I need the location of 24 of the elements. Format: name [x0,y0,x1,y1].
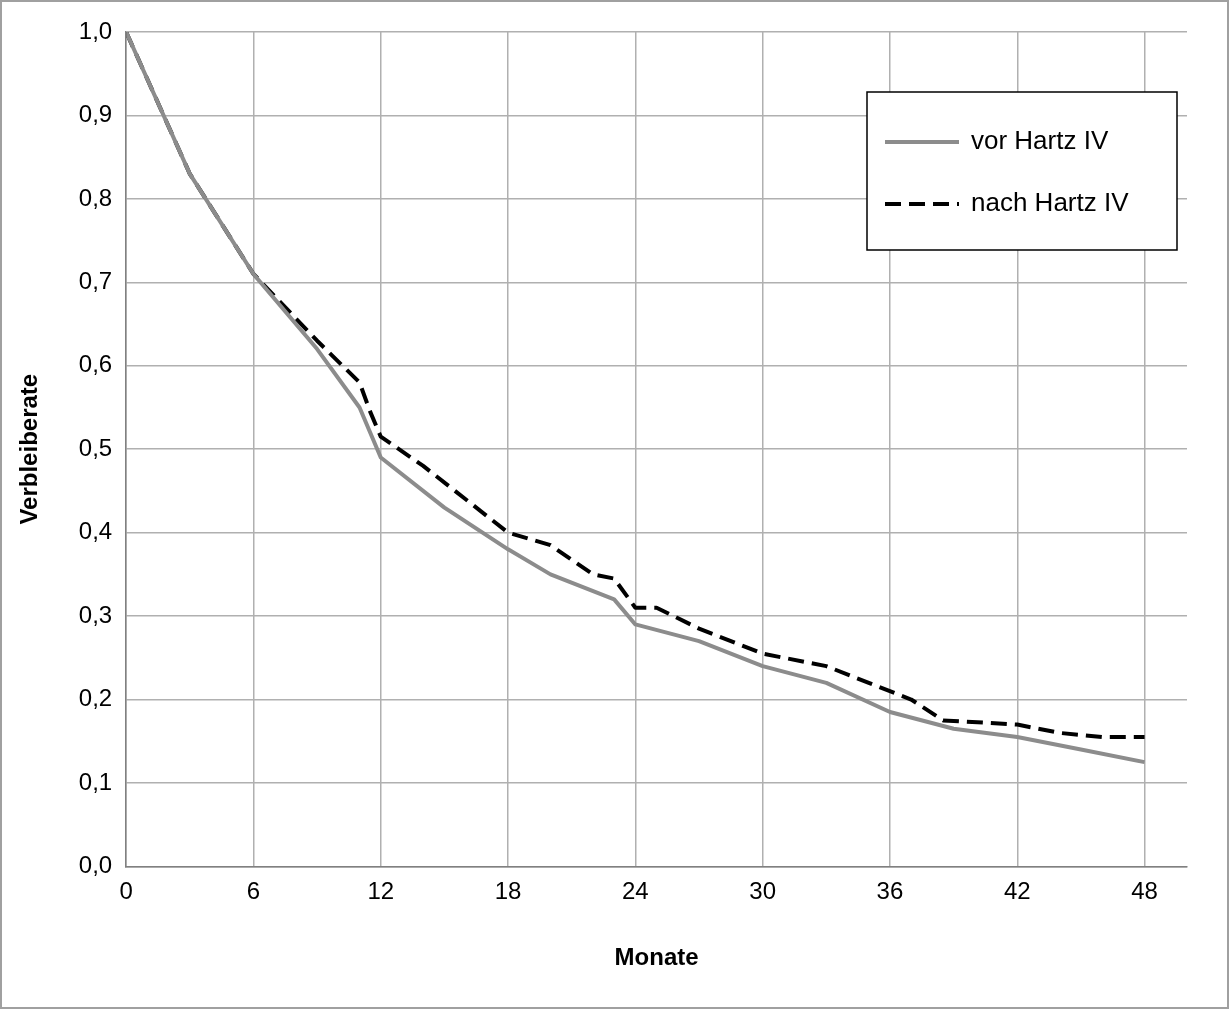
y-tick-label: 1,0 [78,16,113,44]
x-tick-label: 6 [246,877,261,905]
y-tick-label: 0,7 [78,266,113,294]
x-tick-label: 12 [367,877,395,905]
x-tick-label: 48 [1131,877,1158,905]
y-tick-label: 0,6 [78,350,113,378]
y-tick-label: 0,9 [78,100,113,128]
legend-label: nach Hartz IV [971,187,1130,218]
y-axis-title: Verbleiberate [15,373,43,525]
y-tick-label: 0,8 [78,183,113,211]
x-tick-label: 30 [749,877,777,905]
x-tick-label: 18 [494,877,522,905]
y-tick-label: 0,3 [78,600,113,628]
x-tick-label: 24 [622,877,649,905]
x-axis-title: Monate [614,943,699,971]
y-tick-label: 0,5 [78,433,113,461]
x-tick-label: 0 [119,877,133,905]
y-tick-label: 0,0 [78,851,113,879]
y-tick-label: 0,1 [78,767,113,795]
x-tick-label: 42 [1003,877,1031,905]
y-tick-label: 0,4 [78,517,113,545]
y-tick-label: 0,2 [78,684,113,712]
x-tick-label: 36 [876,877,904,905]
legend-label: vor Hartz IV [971,125,1109,156]
